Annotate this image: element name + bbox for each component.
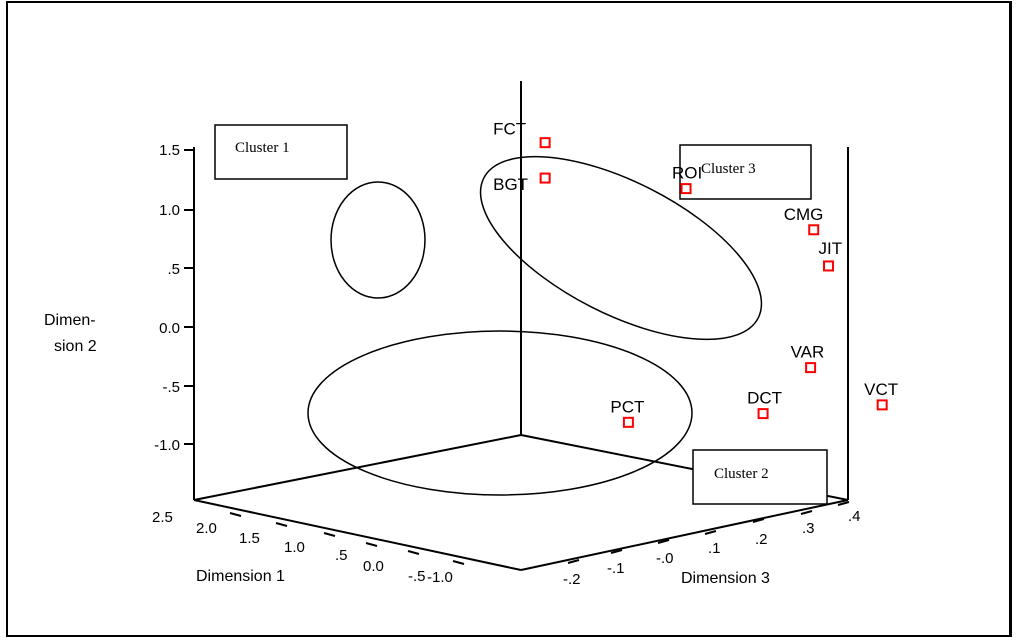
x-tick-label: 2.0 [196,520,217,537]
point-marker [757,408,769,420]
point-label: CMG [784,205,824,224]
point-marker [680,183,692,195]
z-tick-label: -.1 [607,560,625,577]
y-tick-label: -.5 [162,379,180,396]
x-tick-label: -1.0 [427,569,453,586]
point-label: PCT [610,397,644,416]
z-tick-label: .2 [755,531,768,548]
y-tick-label: -1.0 [154,437,180,454]
axis-frame [193,81,849,571]
x-tick-labels: 2.5 2.0 1.5 1.0 .5 0.0 -.5 -1.0 [152,509,453,586]
point-marker [876,399,888,411]
x-tick-label: .5 [335,547,348,564]
cluster-3-label: Cluster 3 [701,161,756,177]
data-point: BGT [493,172,551,194]
point-marker [622,416,634,428]
y-tick-label: 1.0 [159,202,180,219]
cluster-1-label: Cluster 1 [235,140,290,156]
point-label: FCT [493,120,526,139]
x-tick-label: 1.5 [239,530,260,547]
z-tick-label: -.0 [656,550,674,567]
point-marker [539,137,551,149]
y-tick-label: 0.0 [159,320,180,337]
point-label: ROI [672,164,702,183]
cluster-2-label: Cluster 2 [714,466,769,482]
point-marker [808,224,820,236]
x-tick-label: 1.0 [284,539,305,556]
z-axis-line [520,499,849,571]
y-axis-label-line-1: Dimen- [44,312,96,329]
data-point: CMG [784,205,824,236]
data-point: ROI [672,164,702,195]
point-label: VCT [864,380,898,399]
z-tick-label: .4 [848,508,861,525]
z-axis-label: Dimension 3 [681,570,770,587]
x-axis-line [193,499,522,571]
cluster-3-ellipse [479,155,763,341]
x-tick-label: 0.0 [363,558,384,575]
data-points: FCT BGT ROI CMG JIT PCT VAR DCT VCT [493,120,898,428]
point-marker [539,172,551,184]
cluster-ellipses [307,155,763,496]
point-label: BGT [493,175,528,194]
y-tick-label: 1.5 [159,142,180,159]
y-tick-label: .5 [167,261,180,278]
x-axis-label: Dimension 1 [196,568,285,585]
data-point: DCT [747,389,782,420]
z-tick-labels: .4 .3 .2 .1 -.0 -.1 -.2 [563,508,861,588]
cluster-2-box: Cluster 2 [692,449,828,505]
chart-frame: 1.5 1.0 .5 0.0 -.5 -1.0 2.5 2.0 1.5 1.0 … [6,1,1012,637]
point-label: DCT [747,389,782,408]
cluster-3-box: Cluster 3 [679,144,812,200]
point-marker [805,362,817,374]
data-point: VAR [791,343,825,374]
z-tick-label: .1 [708,540,721,557]
data-point: JIT [819,239,843,272]
cluster-1-ellipse [330,181,426,299]
scatter-3d-plot: 1.5 1.0 .5 0.0 -.5 -1.0 2.5 2.0 1.5 1.0 … [44,81,898,588]
point-label: VAR [791,343,825,362]
cluster-2-ellipse [307,330,693,496]
x-tick-label: -.5 [408,568,426,585]
y-axis-label-line-2: sion 2 [54,338,97,355]
point-marker [823,260,835,272]
z-tick-label: -.2 [563,571,581,588]
point-label: JIT [819,239,843,258]
cluster-1-box: Cluster 1 [214,124,348,180]
z-tick-label: .3 [802,520,815,537]
data-point: FCT [493,120,551,149]
x-tick-label: 2.5 [152,509,173,526]
tick-marks [184,149,850,565]
data-point: VCT [864,380,898,411]
y-tick-labels: 1.5 1.0 .5 0.0 -.5 -1.0 [154,142,180,454]
data-point: PCT [610,397,644,428]
